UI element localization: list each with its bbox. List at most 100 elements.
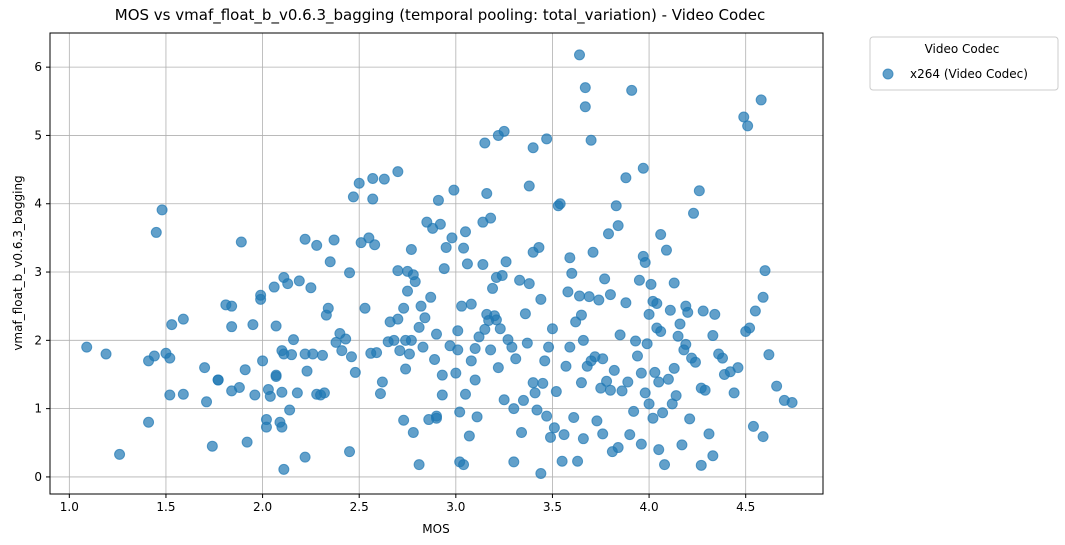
data-point — [635, 367, 647, 379]
data-point — [299, 451, 311, 463]
data-point — [282, 278, 294, 290]
data-point — [492, 362, 504, 374]
data-point — [579, 82, 591, 94]
data-point — [359, 302, 371, 314]
data-point — [81, 341, 93, 353]
data-point — [405, 334, 417, 346]
data-point — [463, 430, 475, 442]
data-point — [436, 389, 448, 401]
legend-label: x264 (Video Codec) — [910, 67, 1028, 81]
data-point — [276, 421, 288, 433]
data-point — [434, 218, 446, 230]
y-tick-label: 6 — [34, 60, 42, 74]
data-point — [662, 373, 674, 385]
data-point — [732, 362, 744, 374]
data-point — [539, 355, 551, 367]
data-point — [614, 329, 626, 341]
data-point — [249, 389, 261, 401]
data-point — [597, 353, 609, 365]
legend-marker — [882, 68, 894, 80]
data-point — [550, 386, 562, 398]
data-point — [235, 236, 247, 248]
data-point — [318, 387, 330, 399]
data-point — [206, 440, 218, 452]
data-point — [177, 388, 189, 400]
data-point — [156, 204, 168, 216]
data-point — [429, 353, 441, 365]
data-point — [620, 172, 632, 184]
y-tick-label: 1 — [34, 402, 42, 416]
data-point — [392, 313, 404, 325]
data-point — [388, 334, 400, 346]
data-point — [759, 265, 771, 277]
data-point — [164, 389, 176, 401]
data-point — [465, 298, 477, 310]
data-point — [500, 256, 512, 268]
data-point — [398, 302, 410, 314]
data-point — [668, 362, 680, 374]
data-point — [459, 226, 471, 238]
data-point — [150, 226, 162, 238]
data-point — [786, 396, 798, 408]
data-point — [554, 198, 566, 210]
data-point — [508, 403, 520, 415]
data-point — [575, 377, 587, 389]
data-point — [400, 363, 412, 375]
data-point — [166, 319, 178, 331]
x-tick-label: 1.5 — [156, 500, 175, 514]
data-point — [572, 455, 584, 467]
data-point — [100, 348, 112, 360]
data-point — [436, 369, 448, 381]
data-point — [543, 341, 555, 353]
data-point — [461, 258, 473, 270]
data-point — [655, 228, 667, 240]
data-point — [415, 300, 427, 312]
data-point — [633, 274, 645, 286]
data-point — [270, 320, 282, 332]
data-point — [448, 184, 460, 196]
data-point — [672, 330, 684, 342]
data-point — [367, 172, 379, 184]
data-point — [529, 387, 541, 399]
data-point — [307, 348, 319, 360]
data-point — [514, 274, 526, 286]
data-point — [286, 349, 298, 361]
data-point — [276, 386, 288, 398]
data-point — [564, 341, 576, 353]
data-point — [620, 297, 632, 309]
data-point — [316, 349, 328, 361]
data-point — [537, 377, 549, 389]
data-point — [591, 415, 603, 427]
data-point — [527, 142, 539, 154]
data-point — [771, 380, 783, 392]
x-axis-ticks: 1.0 1.5 2.0 2.5 3.0 3.5 4.0 4.5 — [60, 494, 755, 514]
data-point — [322, 302, 334, 314]
data-point — [452, 344, 464, 356]
data-point — [635, 438, 647, 450]
data-point — [541, 410, 553, 422]
data-point — [707, 330, 719, 342]
data-point — [637, 162, 649, 174]
data-point — [695, 459, 707, 471]
data-point — [639, 256, 651, 268]
data-point — [241, 436, 253, 448]
data-point — [498, 125, 510, 137]
data-point — [255, 289, 267, 301]
data-point — [548, 422, 560, 434]
data-point — [533, 241, 545, 253]
data-point — [523, 180, 535, 192]
x-tick-label: 2.5 — [350, 500, 369, 514]
data-point — [624, 429, 636, 441]
data-point — [697, 305, 709, 317]
data-point — [574, 49, 586, 61]
data-point — [562, 286, 574, 298]
data-point — [367, 193, 379, 205]
data-point — [709, 308, 721, 320]
data-point — [653, 444, 665, 456]
data-point — [535, 293, 547, 305]
data-point — [653, 376, 665, 388]
data-point — [349, 366, 361, 378]
data-points — [81, 49, 798, 480]
data-point — [749, 305, 761, 317]
data-point — [641, 338, 653, 350]
